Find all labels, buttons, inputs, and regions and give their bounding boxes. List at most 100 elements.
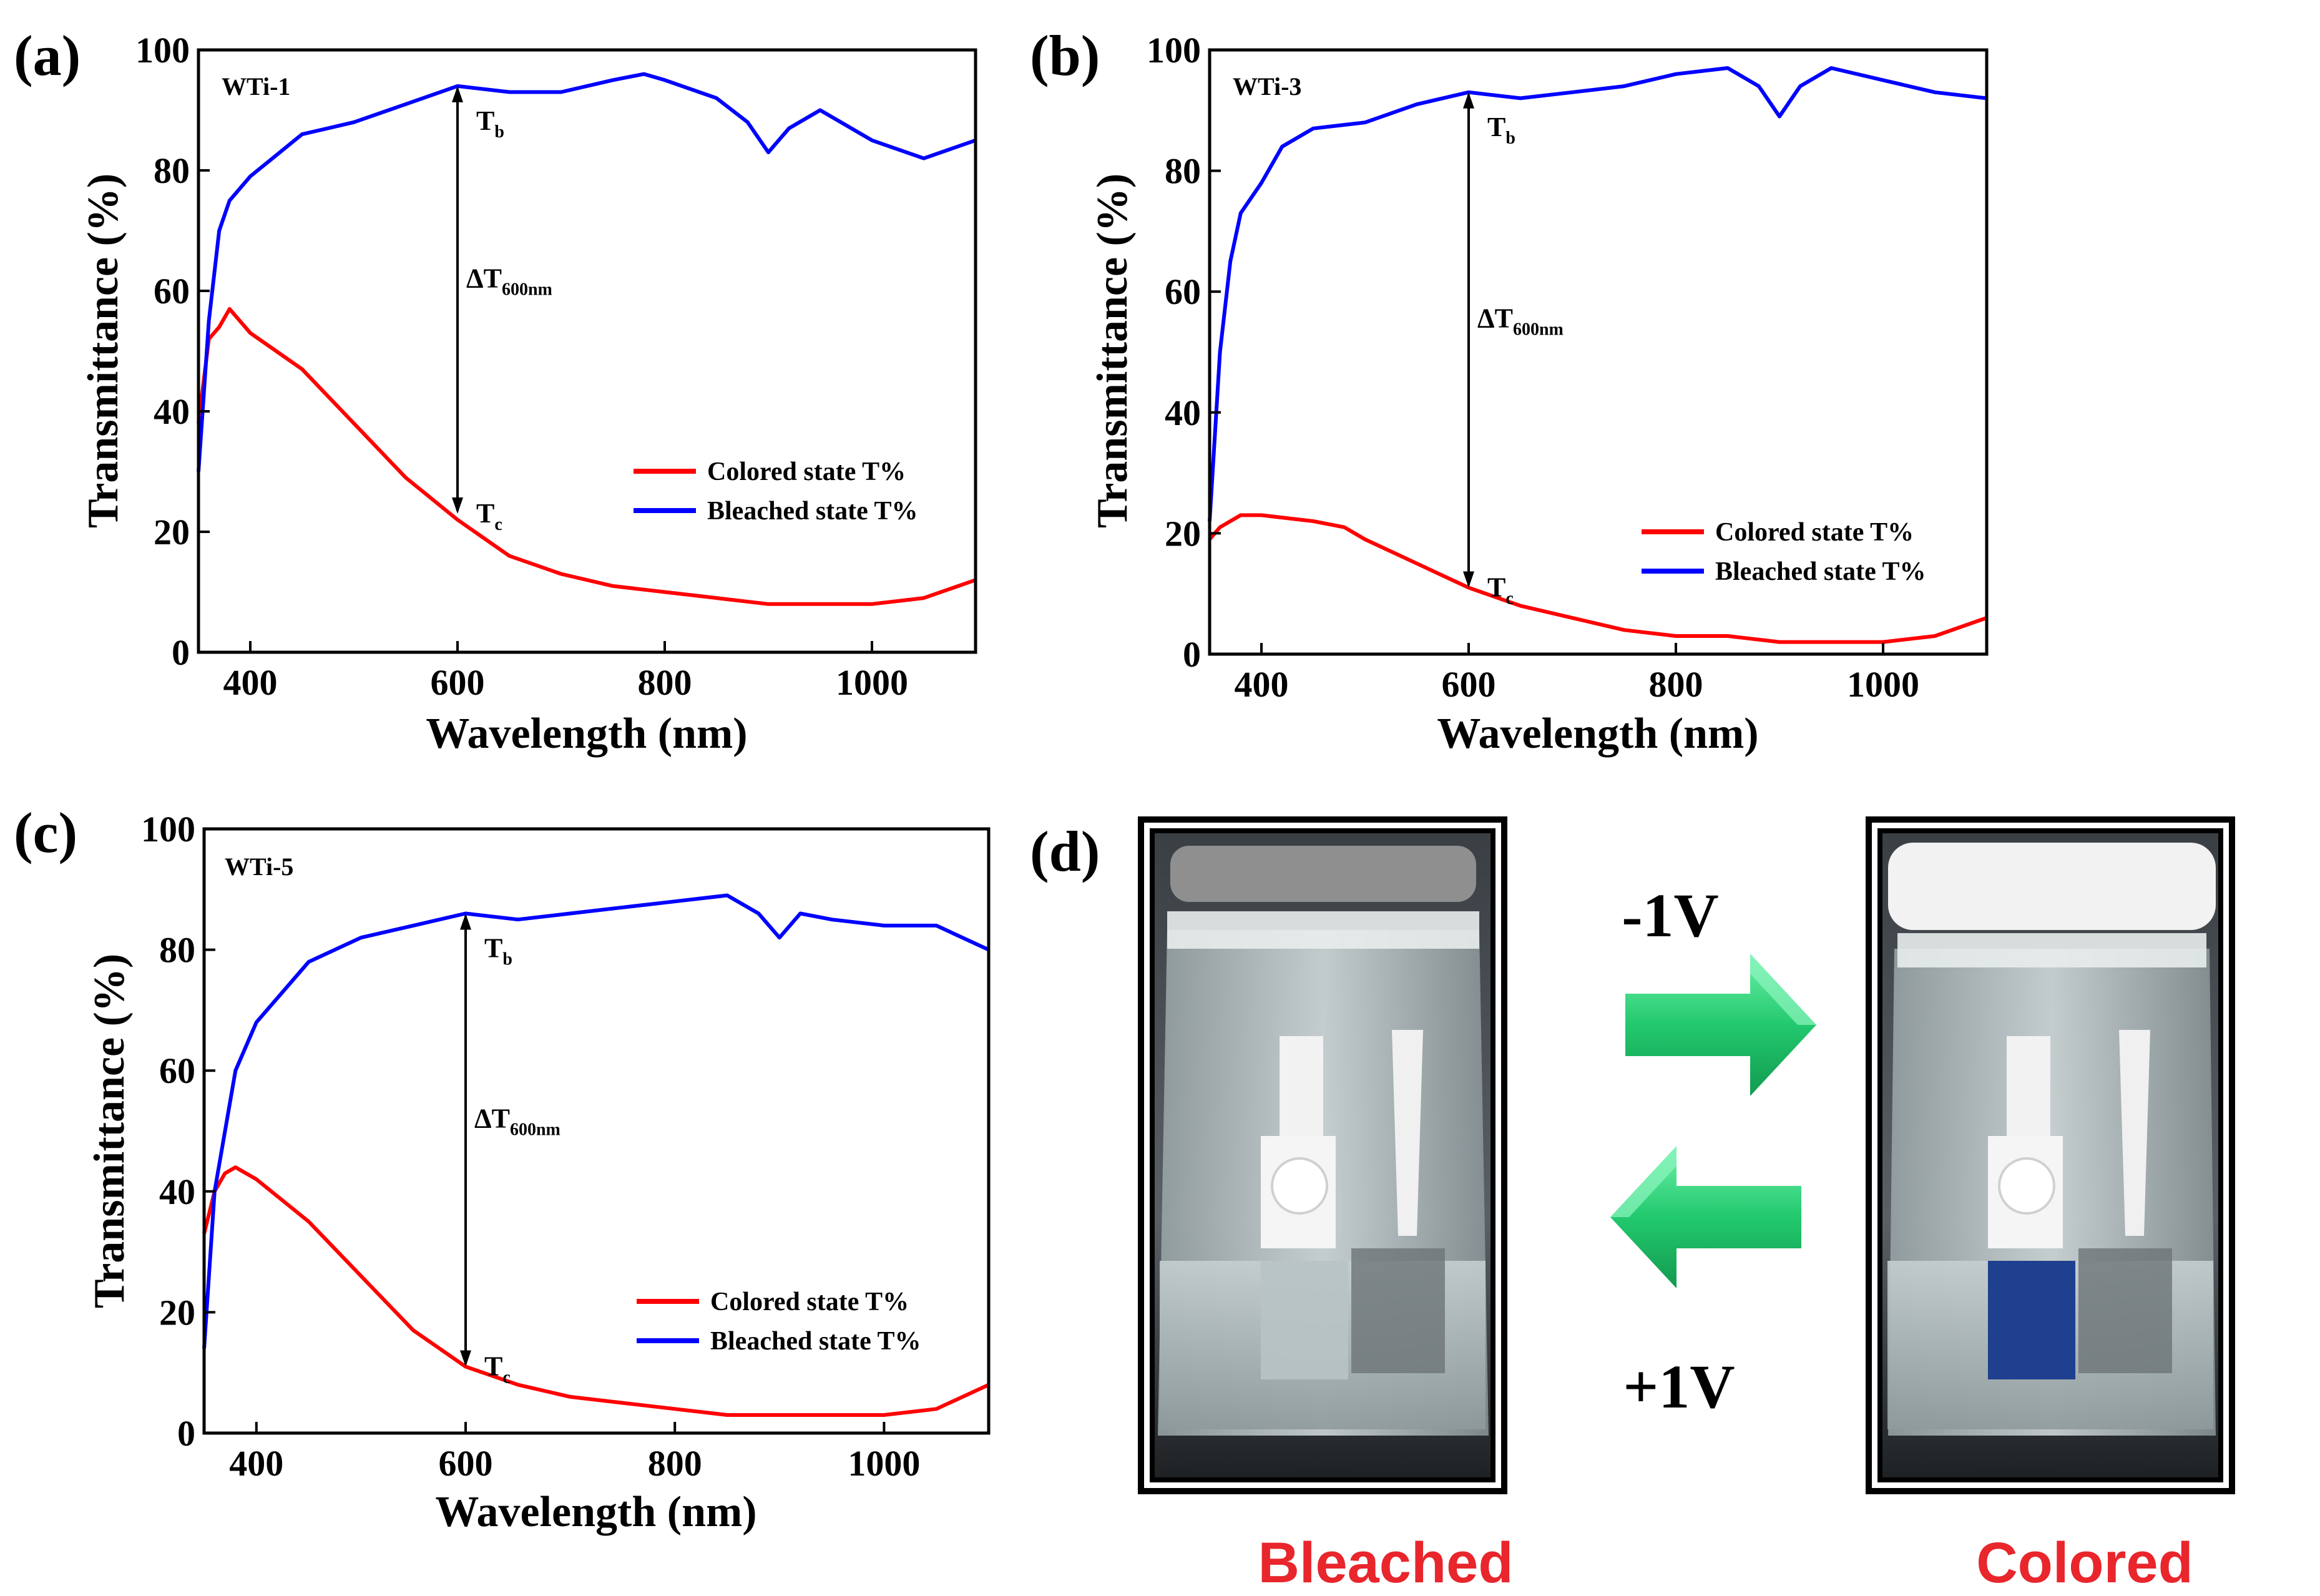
- xtick-label-a-1000: 1000: [836, 662, 908, 703]
- sample-label-a: WTi-1: [222, 72, 290, 100]
- series-colored-a: [197, 307, 976, 606]
- xtick-label-a-600: 600: [431, 662, 485, 703]
- legend-colored-b: Colored state T%: [1715, 518, 1914, 547]
- annotation-c: Tb ΔT600nm Tc: [460, 913, 560, 1388]
- series-bleached-a: [197, 72, 976, 472]
- tb-label-b: Tb: [1487, 112, 1515, 148]
- ytick-label-b-80: 80: [1165, 151, 1201, 192]
- delta-label-a: ΔT600nm: [466, 263, 552, 299]
- ytick-label-a-60: 60: [154, 271, 190, 311]
- tb-sub-a: b: [494, 122, 504, 142]
- annotation-a: Tb ΔT600nm Tc: [452, 86, 552, 534]
- delta-sub-b: 600nm: [1513, 320, 1564, 340]
- series-layer-c: [202, 893, 990, 1417]
- panel-label-b: (b): [1030, 24, 1100, 87]
- ticks-layer-a: 400 600 800 1000 0 20 40 60 80 100: [135, 30, 908, 703]
- ytick-label-a-20: 20: [154, 512, 190, 552]
- voltage-forward: -1V: [1622, 881, 1719, 950]
- delta-main-b: ΔT: [1477, 303, 1513, 334]
- ytick-label-b-60: 60: [1165, 272, 1201, 312]
- series-bleached-b: [1208, 66, 1987, 522]
- delta-sub-a: 600nm: [502, 280, 552, 299]
- annotation-b: Tb ΔT600nm Tc: [1463, 92, 1564, 609]
- tc-sub-c: c: [502, 1368, 510, 1388]
- sample-label-b: WTi-3: [1233, 72, 1301, 100]
- caption-bleached: Bleached: [1258, 1531, 1513, 1595]
- tc-label-b: Tc: [1487, 572, 1514, 609]
- delta-main-a: ΔT: [466, 263, 502, 293]
- panel-label-c: (c): [14, 801, 77, 864]
- jar-lid-bleached: [1170, 846, 1476, 902]
- arrow-down-icon-c: [460, 1350, 471, 1367]
- film-colored: [1988, 1261, 2075, 1379]
- voltage-reverse: +1V: [1623, 1352, 1735, 1421]
- tb-main-a: T: [476, 105, 494, 136]
- xtick-label-b-1000: 1000: [1847, 664, 1919, 705]
- ytick-label-b-40: 40: [1165, 393, 1201, 433]
- delta-label-c: ΔT600nm: [474, 1104, 560, 1140]
- ytick-label-b-0: 0: [1183, 634, 1201, 675]
- ytick-label-b-20: 20: [1165, 513, 1201, 554]
- series-colored-c: [202, 1165, 990, 1417]
- tc-main-c: T: [484, 1351, 502, 1382]
- xtick-label-c-800: 800: [648, 1443, 702, 1484]
- ytick-label-c-0: 0: [177, 1413, 195, 1454]
- tb-sub-b: b: [1505, 129, 1515, 148]
- ticks-layer-c: 400 600 800 1000 0 20 40 60 80 100: [141, 809, 920, 1484]
- legend-a: Colored state T% Bleached state T%: [634, 458, 918, 526]
- chart-panel-a: (a) WTi-1 400 600 800 1000 0 20 40 60 80 100 Tb Δ…: [14, 24, 977, 758]
- series-colored-b: [1208, 513, 1987, 644]
- xlabel-a: Wavelength (nm): [426, 710, 747, 758]
- jar-lid-colored: [1888, 843, 2216, 930]
- tb-main-c: T: [484, 933, 502, 964]
- xtick-label-a-800: 800: [638, 662, 692, 703]
- tc-label-c: Tc: [484, 1351, 511, 1388]
- ytick-label-b-100: 100: [1147, 30, 1201, 71]
- series-layer-b: [1208, 66, 1987, 644]
- caption-colored: Colored: [1976, 1531, 2193, 1595]
- xtick-label-b-400: 400: [1235, 664, 1289, 705]
- xlabel-b: Wavelength (nm): [1437, 710, 1758, 758]
- ticks-layer-b: 400 600 800 1000 0 20 40 60 80 100: [1147, 30, 1919, 705]
- chart-panel-b: (b) WTi-3 400 600 800 1000 0 20 40 60 80 100 Tb Δ…: [1030, 24, 1989, 758]
- xtick-label-c-600: 600: [439, 1443, 493, 1484]
- film-bleached: [1261, 1261, 1348, 1379]
- legend-colored-a: Colored state T%: [707, 458, 906, 486]
- tc-label-a: Tc: [476, 498, 502, 534]
- xtick-label-c-400: 400: [229, 1443, 283, 1484]
- legend-bleached-b: Bleached state T%: [1715, 557, 1926, 586]
- legend-bleached-c: Bleached state T%: [710, 1327, 921, 1356]
- chart-panel-c: (c) WTi-5 400 600 800 1000 0 20 40 60 80 100 Tb Δ…: [14, 801, 991, 1536]
- sample-label-c: WTi-5: [225, 853, 293, 881]
- photo-panel-d: (d): [1030, 816, 2235, 1595]
- ylabel-c: Transmittance (%): [86, 954, 134, 1308]
- legend-bleached-a: Bleached state T%: [707, 497, 918, 526]
- arrow-up-icon-c: [460, 913, 471, 930]
- series-bleached-c: [202, 893, 990, 1349]
- xtick-label-a-400: 400: [223, 662, 278, 703]
- tb-main-b: T: [1487, 112, 1505, 142]
- tb-label-a: Tb: [476, 105, 504, 142]
- tc-main-a: T: [476, 498, 494, 529]
- ytick-label-c-100: 100: [141, 809, 195, 849]
- panel-label-a: (a): [14, 24, 81, 87]
- ytick-label-c-40: 40: [159, 1172, 195, 1212]
- series-layer-a: [197, 72, 976, 606]
- panel-label-d: (d): [1030, 820, 1100, 883]
- arrow-up-icon-b: [1463, 92, 1474, 109]
- ytick-label-a-100: 100: [135, 30, 190, 71]
- arrow-right-icon: [1625, 954, 1816, 1096]
- photo-colored: [1866, 816, 2235, 1494]
- ylabel-b: Transmittance (%): [1089, 174, 1137, 528]
- legend-c: Colored state T% Bleached state T%: [637, 1288, 921, 1356]
- tc-sub-b: c: [1505, 589, 1513, 609]
- xlabel-c: Wavelength (nm): [435, 1488, 756, 1536]
- tc-main-b: T: [1487, 572, 1505, 603]
- tc-sub-a: c: [494, 515, 502, 534]
- ytick-label-c-80: 80: [159, 930, 195, 971]
- xtick-label-c-1000: 1000: [848, 1443, 920, 1484]
- delta-label-b: ΔT600nm: [1477, 303, 1564, 340]
- ytick-label-c-20: 20: [159, 1292, 195, 1333]
- xtick-label-b-800: 800: [1649, 664, 1703, 705]
